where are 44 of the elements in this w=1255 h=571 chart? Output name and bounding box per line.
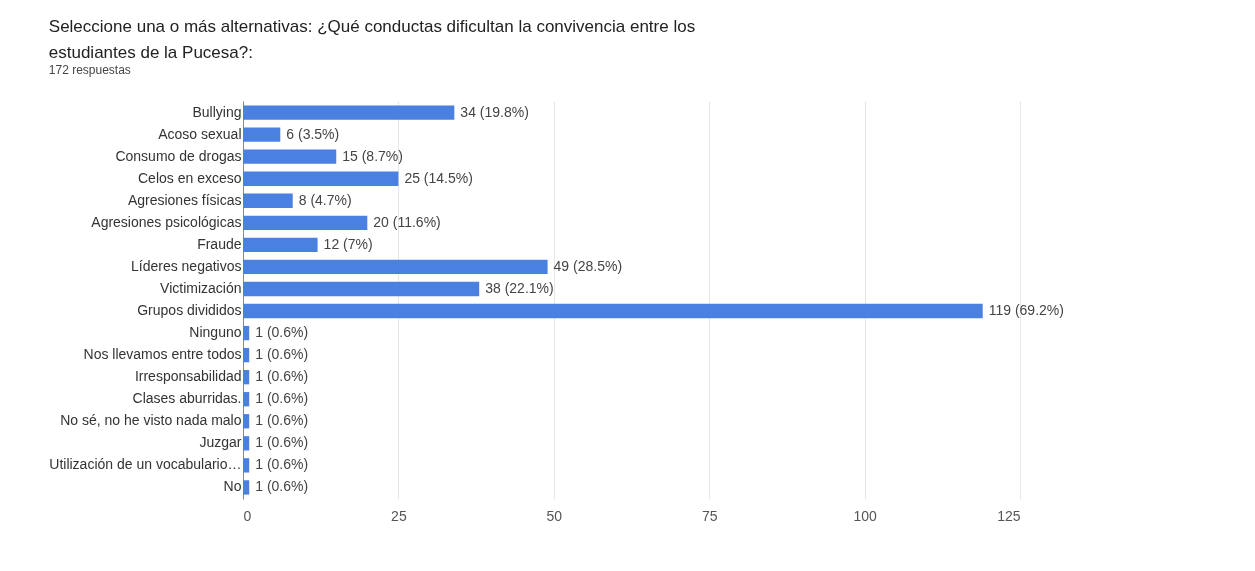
data-label: 1 (0.6%) — [255, 368, 309, 385]
data-label: 1 (0.6%) — [255, 412, 309, 429]
x-tick-label: 75 — [701, 507, 718, 524]
y-tick-label: Celos en exceso — [137, 169, 242, 186]
data-label: 15 (8.7%) — [342, 147, 403, 164]
y-tick-label: Ninguno — [189, 324, 242, 341]
data-label: 12 (7%) — [323, 235, 373, 252]
y-tick-label: Utilización de un vocabulario… — [49, 456, 242, 473]
data-label: 6 (3.5%) — [286, 125, 340, 142]
data-label: 49 (28.5%) — [553, 257, 623, 274]
y-tick-label: Clases aburridas. — [132, 390, 242, 407]
y-tick-label: Agresiones físicas — [127, 191, 242, 208]
data-label: 1 (0.6%) — [255, 478, 309, 495]
data-label: 25 (14.5%) — [404, 169, 473, 186]
y-tick-label: Nos llevamos entre todos — [83, 346, 242, 363]
y-tick-label: Líderes negativos — [130, 257, 242, 274]
data-label: 38 (22.1%) — [485, 279, 554, 296]
data-label: 1 (0.6%) — [255, 434, 309, 451]
chart-title: Seleccione una o más alternativas: ¿Qué conductas dificultan la convivencia entre los estudiantes de la Pucesa?: — [48, 17, 696, 62]
y-tick-label: Juzgar — [199, 434, 242, 451]
y-tick-label: Acoso sexual — [158, 125, 242, 142]
y-tick-label: Agresiones psicológicas — [91, 213, 242, 230]
x-tick-label: 125 — [997, 507, 1021, 524]
y-tick-label: No sé, no he visto nada malo — [60, 412, 242, 429]
y-tick-label: Bullying — [192, 103, 242, 120]
data-label: 34 (19.8%) — [460, 103, 529, 120]
y-tick-label: Fraude — [197, 235, 242, 252]
data-label: 8 (4.7%) — [298, 191, 352, 208]
x-tick-label: 100 — [853, 507, 877, 524]
data-label: 1 (0.6%) — [255, 390, 309, 407]
y-tick-label: Victimización — [160, 279, 242, 296]
x-tick-label: 0 — [243, 507, 252, 524]
y-tick-label: Grupos divididos — [137, 302, 242, 319]
y-tick-label: No — [223, 478, 242, 495]
text: 172 respuestas — [48, 63, 131, 77]
y-tick-label: Irresponsabilidad — [134, 368, 242, 385]
data-label: 1 (0.6%) — [255, 324, 309, 341]
data-label: 1 (0.6%) — [255, 346, 309, 363]
data-label: 119 (69.2%) — [988, 302, 1064, 319]
x-tick-label: 25 — [391, 507, 407, 524]
data-label: 1 (0.6%) — [255, 456, 309, 473]
data-label: 20 (11.6%) — [373, 213, 441, 230]
y-tick-label: Consumo de drogas — [115, 147, 242, 164]
x-tick-label: 50 — [546, 507, 563, 524]
